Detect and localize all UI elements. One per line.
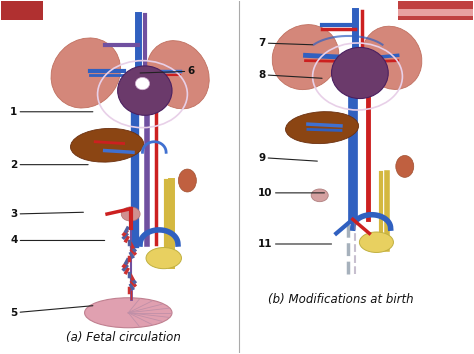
Circle shape — [121, 207, 140, 221]
Bar — [398, 1, 474, 20]
Circle shape — [311, 189, 328, 202]
Text: 11: 11 — [258, 239, 331, 249]
Text: 8: 8 — [258, 70, 322, 80]
Text: 6: 6 — [140, 66, 195, 76]
Ellipse shape — [359, 232, 393, 252]
Text: 5: 5 — [10, 306, 93, 318]
Text: 10: 10 — [258, 188, 324, 198]
Text: (b) Modifications at birth: (b) Modifications at birth — [268, 293, 414, 306]
Text: 1: 1 — [10, 107, 93, 117]
Ellipse shape — [51, 38, 120, 108]
Ellipse shape — [84, 298, 172, 328]
Ellipse shape — [272, 25, 339, 90]
Text: 3: 3 — [10, 209, 83, 219]
Bar — [398, 9, 474, 16]
Text: 9: 9 — [258, 153, 318, 162]
Ellipse shape — [285, 112, 359, 144]
Ellipse shape — [146, 247, 182, 269]
Ellipse shape — [71, 129, 144, 162]
Ellipse shape — [362, 26, 422, 90]
Ellipse shape — [146, 41, 209, 109]
Ellipse shape — [178, 169, 196, 192]
Ellipse shape — [118, 66, 172, 115]
Ellipse shape — [136, 78, 150, 90]
Ellipse shape — [331, 47, 388, 98]
Text: 2: 2 — [10, 160, 88, 170]
Text: 7: 7 — [258, 38, 313, 48]
Text: 4: 4 — [10, 235, 105, 245]
Bar — [0, 1, 43, 20]
Text: (a) Fetal circulation: (a) Fetal circulation — [66, 331, 181, 344]
Ellipse shape — [396, 155, 414, 177]
